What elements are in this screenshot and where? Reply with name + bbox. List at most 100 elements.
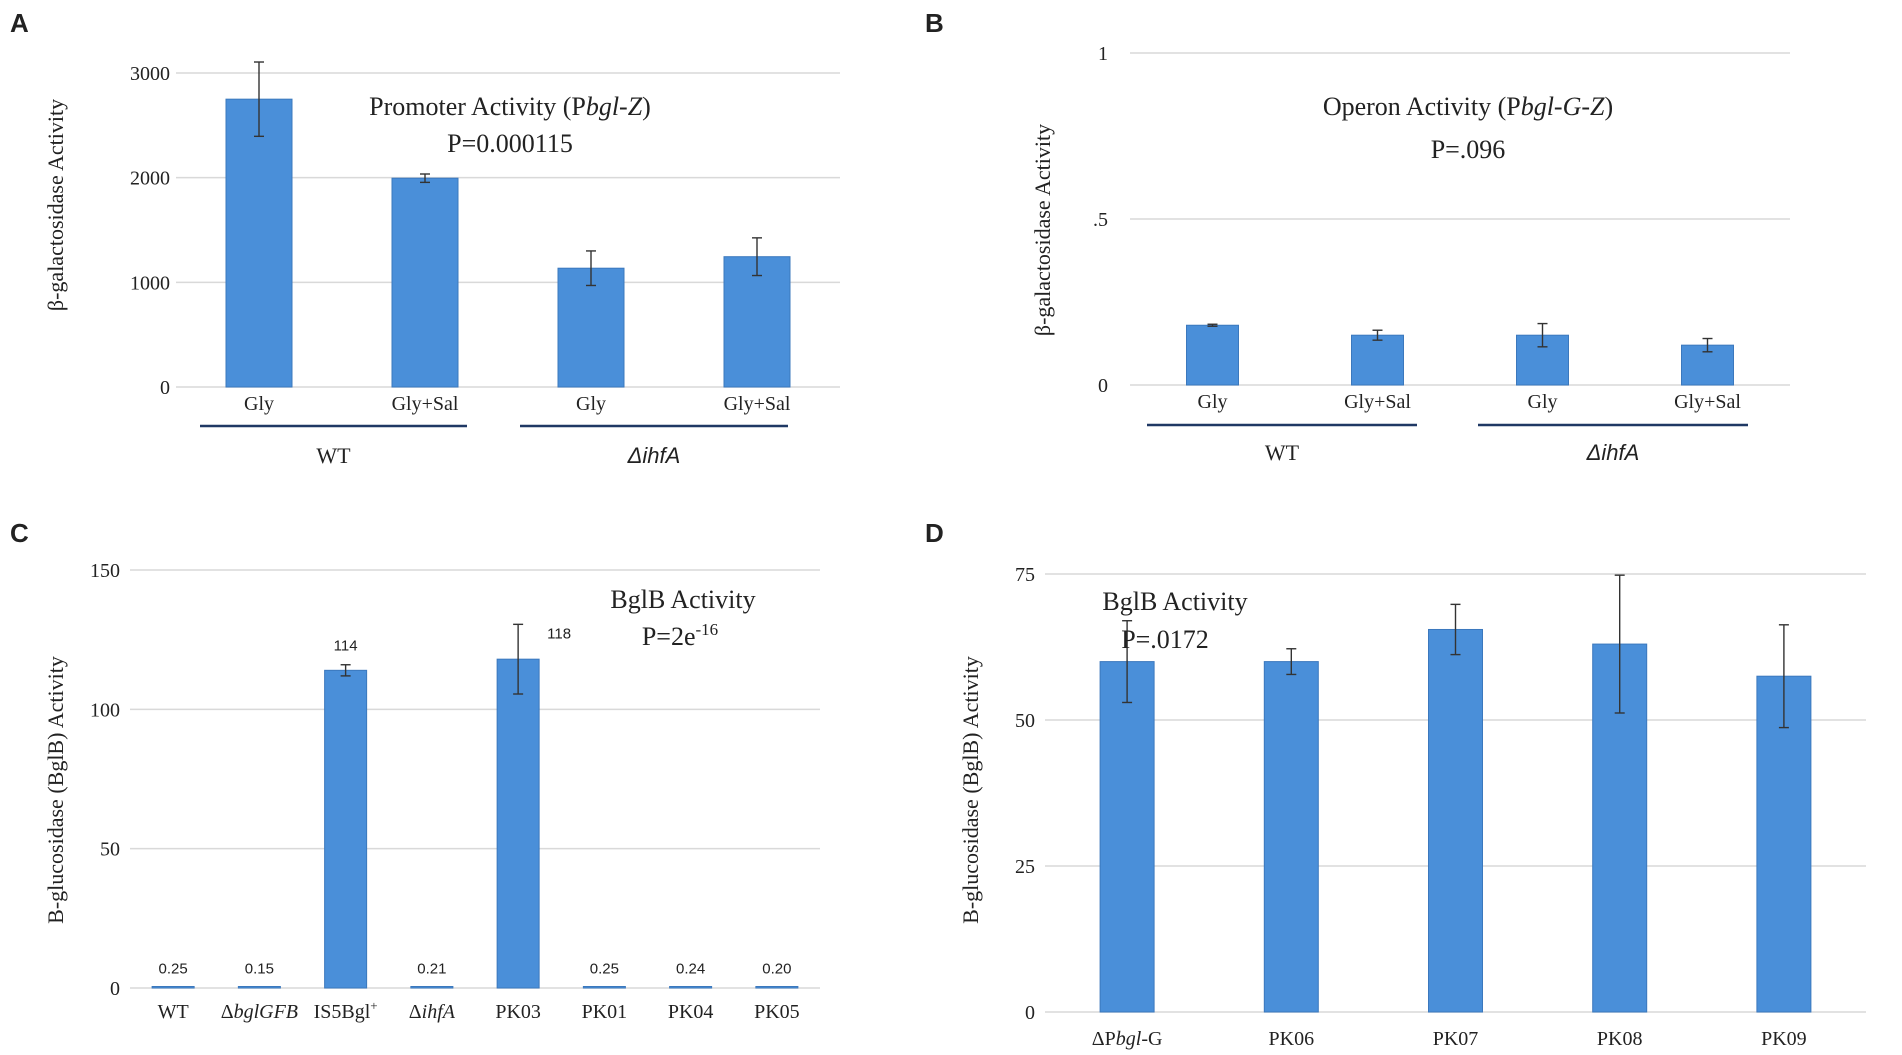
data-label: 0.25	[159, 960, 188, 977]
x-tick-label: Gly	[1198, 391, 1228, 413]
x-tick-label: PK03	[495, 1001, 541, 1023]
x-tick-label-text: PK08	[1597, 1028, 1643, 1050]
y-tick-label: 25	[1015, 856, 1035, 878]
data-label: 0.21	[417, 960, 446, 977]
y-tick-label: 1000	[130, 272, 170, 294]
y-axis-label: β-galactosidase Activity	[1030, 124, 1055, 336]
group-label-mutant: ΔihfA	[627, 443, 681, 468]
chart-title-text: Promoter Activity (P	[369, 92, 586, 121]
bar	[1186, 324, 1239, 386]
group-label-mutant: ΔihfA	[1586, 440, 1640, 465]
y-tick-label: 0	[1025, 1002, 1035, 1024]
x-tick-label-text: PK03	[495, 1001, 541, 1023]
bar	[723, 256, 791, 388]
bar	[1756, 675, 1812, 1013]
x-tick-label-text: PK01	[582, 1001, 628, 1023]
data-label: 0.24	[676, 960, 705, 977]
x-tick-label: Gly+Sal	[1344, 391, 1411, 413]
p-value-exponent: -16	[696, 620, 719, 639]
x-tick-label-text: IS5Bgl	[314, 1001, 371, 1023]
data-label: 0.25	[590, 960, 619, 977]
y-tick-label: 0	[160, 377, 170, 399]
x-tick-label: PK04	[668, 1001, 714, 1023]
bar	[237, 986, 281, 989]
data-label: 114	[334, 638, 358, 655]
y-tick-label: 2000	[130, 168, 170, 190]
x-tick-label: Gly	[1528, 391, 1558, 413]
x-tick-label: PK08	[1597, 1028, 1643, 1050]
x-tick-label-text: PK05	[754, 1001, 800, 1023]
y-tick-label: 100	[90, 699, 120, 721]
bar	[151, 986, 195, 989]
y-axis-label: B-glucosidase (BglB) Activity	[958, 656, 983, 924]
x-tick-label-text: Δ	[221, 1001, 234, 1023]
p-value: P=.096	[1431, 135, 1506, 164]
y-tick-label: 50	[100, 839, 120, 861]
chart-title-text: )	[1604, 92, 1613, 121]
bar	[496, 658, 540, 989]
x-tick-label: PK09	[1761, 1028, 1807, 1050]
y-tick-label: 3000	[130, 63, 170, 85]
x-tick-label: IS5Bgl+	[314, 998, 378, 1023]
x-tick-label-superscript: +	[370, 998, 377, 1013]
chart-title: Operon Activity (Pbgl-G-Z)	[1323, 92, 1613, 121]
x-tick-label-text: WT	[158, 1001, 189, 1023]
chart-title-italic: bgl-G-Z	[1521, 92, 1605, 121]
x-tick-label: PK07	[1433, 1028, 1479, 1050]
bar	[410, 986, 454, 989]
x-tick-label: PK06	[1269, 1028, 1315, 1050]
x-tick-label: Gly+Sal	[392, 393, 459, 415]
panel-letter-b: B	[925, 8, 944, 38]
x-tick-label: Gly+Sal	[724, 393, 791, 415]
x-tick-label-italic: bglGFB	[234, 1001, 298, 1023]
p-value: P=.0172	[1121, 625, 1209, 654]
p-value: P=0.000115	[447, 129, 573, 158]
y-tick-label: .5	[1093, 209, 1108, 231]
bar	[1428, 628, 1483, 1013]
x-tick-label: Gly	[244, 393, 274, 415]
chart-title: Promoter Activity (Pbgl-Z)	[369, 92, 651, 121]
data-label: 0.20	[762, 960, 791, 977]
chart-title: BglB Activity	[610, 585, 755, 614]
data-label: 118	[547, 625, 571, 642]
bar	[1099, 661, 1155, 1013]
p-value-base: P=2e	[642, 622, 696, 651]
bar	[1263, 661, 1319, 1013]
data-label: 0.15	[245, 961, 274, 978]
x-tick-label-text: Δ	[409, 1001, 422, 1023]
x-tick-label-text: ΔP	[1092, 1028, 1116, 1050]
x-tick-label-italic: ihfA	[422, 1001, 456, 1023]
y-tick-label: 1	[1098, 43, 1108, 65]
bar	[225, 98, 293, 388]
x-tick-label: ΔPbgl-G	[1092, 1028, 1163, 1050]
chart-title: BglB Activity	[1102, 587, 1247, 616]
y-axis-label: B-glucosidase (BglB) Activity	[43, 656, 68, 924]
panel-letter-a: A	[10, 8, 29, 38]
y-tick-label: 75	[1015, 564, 1035, 586]
x-tick-label-italic: bgl	[1116, 1028, 1142, 1050]
y-tick-label: 150	[90, 560, 120, 582]
x-tick-label: WT	[158, 1001, 189, 1023]
x-tick-label: PK05	[754, 1001, 800, 1023]
bar	[755, 986, 799, 989]
panel-letter-d: D	[925, 518, 944, 548]
x-tick-label: Gly+Sal	[1674, 391, 1741, 413]
x-tick-label-text: PK07	[1433, 1028, 1479, 1050]
x-tick-label: ΔihfA	[409, 1001, 456, 1023]
group-label-wt: WT	[316, 443, 351, 468]
group-label-wt: WT	[1265, 440, 1300, 465]
p-value: P=2e-16	[642, 620, 718, 651]
chart-title-italic: bgl-Z	[586, 92, 643, 121]
bar	[391, 177, 459, 388]
x-tick-label: PK01	[582, 1001, 628, 1023]
x-tick-label-text: PK06	[1269, 1028, 1315, 1050]
bar	[669, 986, 713, 989]
panel-letter-c: C	[10, 518, 29, 548]
x-tick-label: ΔbglGFB	[221, 1001, 298, 1023]
chart-marks	[151, 61, 1812, 1013]
y-tick-label: 0	[1098, 375, 1108, 397]
x-tick-label: Gly	[576, 393, 606, 415]
bar	[324, 669, 368, 989]
